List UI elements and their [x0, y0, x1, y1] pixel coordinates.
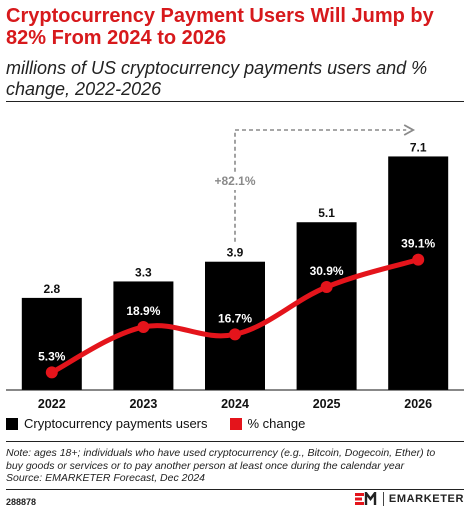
- percent-change-label: 39.1%: [401, 237, 435, 251]
- legend-item-users: Cryptocurrency payments users: [6, 416, 208, 431]
- note-line-1: Note: ages 18+; individuals who have use…: [6, 447, 436, 459]
- bar-value-label: 5.1: [318, 206, 335, 220]
- bar-2025: [296, 222, 357, 390]
- annotation-label-background: [210, 172, 260, 190]
- footer-rule-top: [6, 441, 464, 442]
- percent-change-point: [137, 321, 150, 333]
- legend: Cryptocurrency payments users % change: [6, 416, 327, 431]
- legend-label-users: Cryptocurrency payments users: [24, 416, 208, 431]
- title-rule: [6, 101, 464, 102]
- percent-change-label: 5.3%: [38, 349, 66, 363]
- x-tick-label: 2025: [313, 397, 341, 410]
- percent-change-label: 18.9%: [126, 304, 160, 318]
- percent-change-point: [320, 281, 333, 293]
- percent-change-label: 16.7%: [218, 311, 252, 325]
- x-tick-label: 2022: [38, 397, 66, 410]
- footer-rule-bottom: [6, 489, 464, 490]
- x-tick-label: 2026: [404, 397, 432, 410]
- source-line: Source: EMARKETER Forecast, Dec 2024: [6, 472, 205, 484]
- percent-change-point: [412, 253, 425, 266]
- percent-change-label: 30.9%: [310, 264, 344, 278]
- bar-value-label: 2.8: [43, 282, 60, 296]
- bar-2026: [388, 156, 449, 390]
- bar-value-label: 3.3: [135, 265, 152, 279]
- brand-separator: [382, 492, 384, 506]
- x-tick-label: 2023: [129, 397, 157, 410]
- percent-change-point: [229, 328, 241, 341]
- bar-value-label: 3.9: [227, 246, 244, 260]
- brand-logo: EMARKETER: [354, 492, 464, 506]
- chart-area: 2.8 3.3 3.9 5.1 7.1 2022 2023 2024 2025 2026 5.3% 1…: [6, 124, 464, 410]
- chart-note: Note: ages 18+; individuals who have use…: [6, 447, 466, 485]
- bar-value-label: 7.1: [410, 140, 427, 154]
- x-tick-label: 2024: [221, 397, 249, 410]
- chart-title: Cryptocurrency Payment Users Will Jump b…: [6, 5, 434, 49]
- chart-subtitle: millions of US cryptocurrency payments u…: [6, 58, 428, 99]
- chart-id: 288878: [6, 497, 37, 507]
- legend-label-change: % change: [247, 416, 306, 431]
- legend-swatch-change: [229, 417, 242, 430]
- annotation-label: +82.1%: [214, 174, 255, 188]
- annotation-arrowhead-icon: [403, 124, 416, 136]
- legend-item-change: % change: [229, 416, 306, 431]
- legend-swatch-users: [6, 417, 18, 430]
- note-line-2: buy goods or services or to pay another …: [6, 459, 405, 472]
- brand-name: EMARKETER: [388, 493, 464, 505]
- emarketer-logo-icon: [354, 492, 377, 505]
- percent-change-point: [45, 366, 58, 379]
